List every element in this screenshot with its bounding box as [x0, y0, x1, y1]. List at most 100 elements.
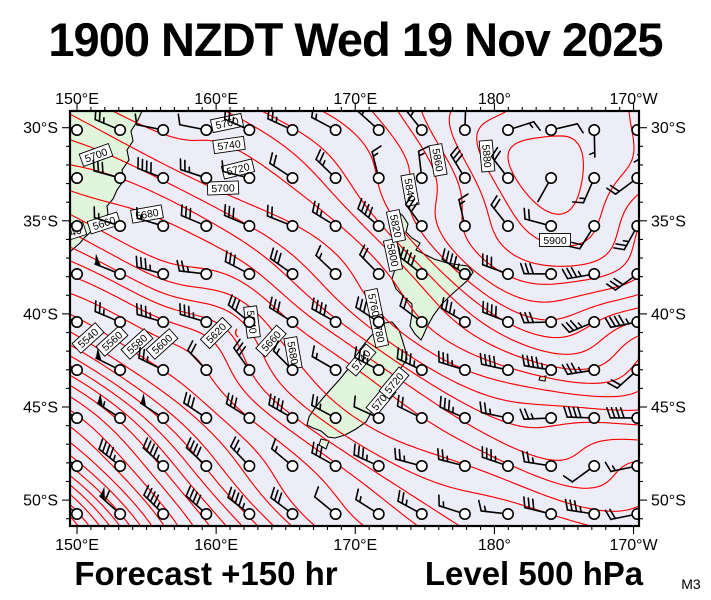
lat-label-right: 40°S: [651, 306, 686, 323]
station-circle: [286, 315, 299, 328]
station-circle: [200, 507, 213, 520]
station-wind-barb: [269, 247, 299, 280]
station-circle: [243, 124, 256, 137]
station-circle: [329, 363, 342, 376]
station-wind-barb: [604, 314, 639, 329]
contour-label: 5700: [206, 180, 240, 196]
station-circle: [631, 364, 639, 376]
station-wind-barb: [572, 172, 601, 204]
svg-text:5700: 5700: [211, 182, 235, 195]
station-circle: [71, 459, 84, 472]
station-circle: [243, 172, 256, 185]
station-wind-barb: [613, 220, 639, 251]
height-contour: [70, 344, 275, 526]
svg-text:5900: 5900: [543, 235, 567, 247]
station-wind-barb: [545, 123, 584, 137]
station-wind-barb: [564, 498, 601, 520]
station-wind-barb: [95, 347, 127, 376]
lon-label-bottom: 180°: [478, 537, 511, 554]
lon-label-bottom: 150°E: [55, 537, 99, 554]
model-tag: M3: [681, 576, 701, 592]
station-wind-barb: [523, 496, 558, 520]
station-wind-barb: [606, 172, 639, 195]
station-circle: [545, 124, 558, 137]
station-circle: [372, 124, 385, 137]
svg-text:5880: 5880: [479, 144, 493, 168]
height-contour: [70, 374, 227, 526]
station-circle: [71, 220, 84, 233]
station-wind-barb: [134, 113, 170, 137]
station-wind-barb: [229, 436, 256, 472]
station-circle: [415, 220, 428, 233]
station-circle: [286, 507, 299, 520]
station-wind-barb: [562, 459, 601, 483]
station-circle: [458, 315, 471, 328]
station-wind-barb: [561, 362, 601, 376]
station-circle: [114, 315, 127, 328]
svg-text:5860: 5860: [429, 148, 445, 173]
station-wind-barb: [519, 311, 558, 328]
station-wind-barb: [568, 220, 601, 250]
svg-text:5760: 5760: [365, 292, 382, 317]
station-wind-barb: [268, 296, 299, 328]
station-wind-barb: [353, 395, 385, 424]
station-circle: [588, 507, 601, 520]
station-wind-barb: [482, 300, 514, 328]
station-circle: [458, 411, 471, 424]
station-wind-barb: [313, 486, 342, 520]
station-circle: [372, 507, 385, 520]
station-circle: [329, 459, 342, 472]
station-wind-barb: [70, 220, 84, 233]
wind-barb-layer: [70, 111, 639, 521]
station-wind-barb: [399, 294, 428, 328]
station-circle: [157, 411, 170, 424]
station-wind-barb: [135, 303, 170, 328]
station-wind-barb: [521, 354, 558, 376]
station-wind-barb: [143, 484, 170, 520]
station-wind-barb: [179, 158, 213, 185]
station-circle: [200, 459, 213, 472]
station-circle: [458, 363, 471, 376]
station-circle: [157, 459, 170, 472]
station-wind-barb: [437, 350, 471, 376]
station-circle: [243, 220, 256, 233]
station-wind-barb: [437, 447, 471, 472]
station-circle: [114, 507, 127, 520]
station-wind-barb: [315, 148, 342, 185]
station-wind-barb: [96, 393, 127, 424]
station-wind-barb: [357, 111, 385, 137]
station-wind-barb: [70, 363, 84, 376]
station-circle: [157, 267, 170, 280]
station-wind-barb: [396, 347, 428, 376]
station-circle: [114, 459, 127, 472]
station-wind-barb: [404, 194, 428, 233]
height-contour: [70, 475, 121, 526]
station-wind-barb: [481, 445, 514, 472]
station-wind-barb: [353, 346, 385, 376]
station-circle: [372, 363, 385, 376]
lon-label-top: 170°E: [333, 91, 377, 108]
station-circle: [501, 363, 514, 376]
station-wind-barb: [415, 145, 429, 185]
station-circle: [631, 508, 639, 520]
station-wind-barb: [94, 300, 127, 328]
station-wind-barb: [440, 297, 471, 328]
station-wind-barb: [70, 411, 84, 424]
lon-label-top: 150°E: [55, 91, 99, 108]
station-wind-barb: [269, 152, 299, 185]
station-wind-barb: [353, 443, 385, 472]
station-wind-barb: [394, 447, 428, 472]
station-wind-barb: [561, 266, 601, 280]
station-wind-barb: [563, 406, 601, 424]
station-wind-barb: [357, 197, 385, 233]
contour-label: 5800: [382, 237, 404, 273]
station-circle: [415, 124, 428, 137]
station-wind-barb: [267, 111, 299, 137]
station-circle: [458, 459, 471, 472]
station-circle: [545, 315, 558, 328]
station-wind-barb: [588, 124, 601, 158]
station-circle: [415, 267, 428, 280]
station-wind-barb: [233, 338, 256, 376]
station-circle: [157, 507, 170, 520]
